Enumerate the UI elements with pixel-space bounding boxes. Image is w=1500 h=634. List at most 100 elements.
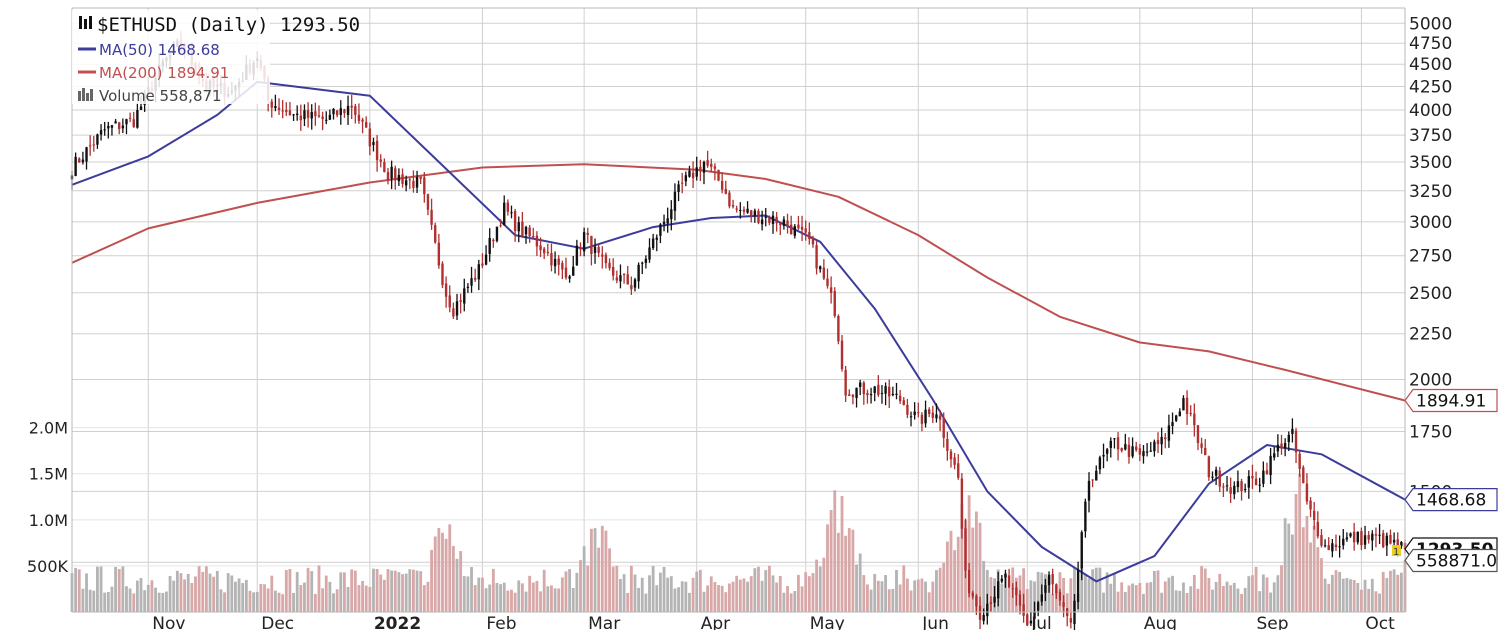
candle-body	[339, 108, 342, 115]
volume-bar	[1261, 574, 1265, 612]
candle-body	[1018, 594, 1022, 606]
candle-body	[328, 114, 332, 120]
price-tick-label: 3000	[1409, 213, 1452, 233]
volume-bar	[401, 574, 404, 612]
candle-body	[448, 295, 451, 308]
price-candle	[913, 402, 916, 420]
volume-tick-label: 500K	[27, 557, 69, 576]
volume-bar	[1389, 570, 1392, 612]
candle-body	[495, 226, 499, 241]
price-candle	[1316, 511, 1320, 539]
volume-bar	[379, 574, 383, 612]
candle-body	[1055, 584, 1058, 594]
price-candle	[1400, 541, 1403, 549]
candle-body	[942, 418, 945, 438]
volume-bar	[1160, 592, 1164, 612]
candle-body	[539, 245, 542, 251]
price-tick-label: 3250	[1409, 182, 1452, 202]
volume-bar	[811, 573, 815, 612]
volume-bar	[1116, 591, 1120, 612]
volume-bar	[208, 573, 212, 612]
candle-body	[982, 614, 985, 621]
volume-bar	[1134, 585, 1138, 612]
price-candle	[292, 113, 295, 121]
ma200-value-tag-text: 1894.91	[1416, 392, 1486, 412]
volume-bar	[855, 564, 858, 612]
price-candle	[103, 121, 106, 136]
volume-bar	[1265, 577, 1269, 612]
candle-body	[724, 188, 727, 194]
volume-bar	[1207, 578, 1211, 612]
price-candle	[1342, 529, 1345, 550]
candle-body	[1040, 594, 1043, 602]
volume-bar	[731, 581, 735, 612]
candle-body	[350, 105, 353, 108]
volume-bar	[117, 569, 121, 612]
volume-bar	[186, 573, 190, 612]
candle-body	[1334, 544, 1338, 548]
candle-body	[1145, 451, 1149, 453]
volume-bar	[924, 581, 927, 612]
price-candle	[884, 382, 887, 406]
price-candle	[394, 165, 397, 190]
price-candle	[1018, 590, 1022, 615]
price-candle	[728, 190, 731, 209]
candle-body	[731, 205, 735, 207]
candle-body	[357, 114, 361, 121]
volume-bar	[713, 581, 717, 612]
candle-body	[848, 394, 851, 396]
candle-body	[1200, 443, 1203, 448]
price-candle	[851, 393, 855, 405]
candle-body	[390, 166, 393, 179]
volume-bar	[219, 589, 223, 612]
chart-legend: $ETHUSD (Daily) 1293.50 MA(50) 1468.68 M…	[72, 10, 360, 105]
volume-bar	[775, 582, 779, 612]
volume-bar	[953, 550, 957, 612]
price-candle	[81, 151, 85, 165]
volume-bar	[368, 586, 372, 612]
volume-bar	[833, 490, 837, 612]
price-candle	[1204, 439, 1207, 456]
candle-body	[481, 263, 484, 266]
price-candle	[1026, 612, 1029, 627]
volume-bar	[662, 567, 666, 612]
volume-bar	[1022, 568, 1026, 612]
price-candle	[1200, 437, 1203, 454]
candle-body	[473, 277, 477, 280]
price-candle	[74, 152, 77, 177]
price-candle	[710, 158, 713, 173]
price-candle	[1004, 569, 1007, 588]
price-candle	[379, 154, 382, 168]
volume-bar	[597, 547, 601, 612]
price-candle	[957, 454, 960, 480]
candle-body	[78, 158, 81, 163]
price-candle	[590, 235, 593, 266]
candle-body	[626, 274, 629, 285]
volume-bar	[858, 553, 862, 612]
candle-body	[1098, 457, 1102, 470]
volume-bar	[1363, 579, 1367, 612]
price-candle	[295, 105, 299, 121]
volume-bar	[81, 588, 85, 612]
price-candle	[862, 380, 866, 405]
candle-body	[670, 209, 673, 220]
volume-bar	[172, 580, 176, 612]
price-candle	[136, 102, 139, 129]
price-candle	[815, 241, 818, 275]
volume-bar	[571, 588, 575, 612]
price-candle	[1084, 498, 1087, 538]
volume-bar	[139, 578, 143, 612]
candle-body	[477, 264, 481, 280]
volume-bar	[266, 588, 270, 612]
volume-bar	[92, 590, 96, 612]
candle-body	[1385, 535, 1389, 546]
volume-bar	[448, 524, 452, 612]
price-tick-label: 3500	[1409, 153, 1452, 173]
volume-bar	[666, 577, 670, 612]
volume-bar	[106, 592, 110, 612]
volume-bar	[920, 578, 924, 612]
candle-body	[880, 392, 884, 394]
candle-body	[274, 106, 277, 109]
candle-body	[92, 144, 95, 146]
candle-body	[295, 113, 299, 115]
